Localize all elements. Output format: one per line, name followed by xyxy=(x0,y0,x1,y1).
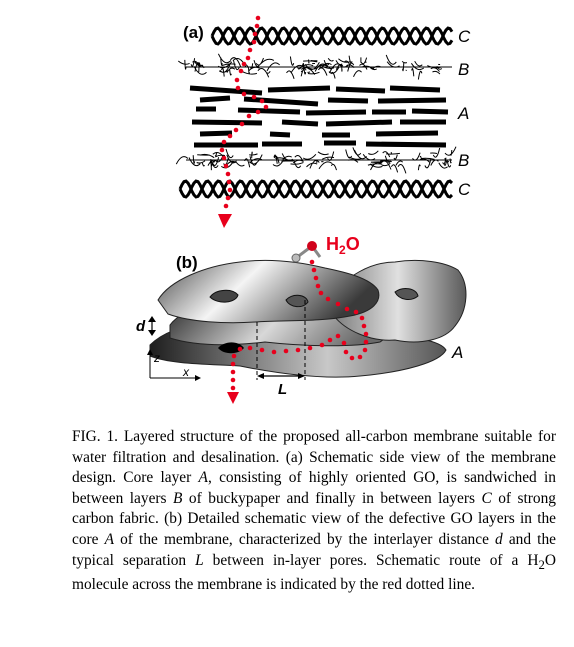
layer-label-a: A xyxy=(457,104,469,123)
interlayer-distance-marker xyxy=(148,316,156,336)
layer-label-b-bottom: B xyxy=(458,151,469,170)
water-route-a xyxy=(219,15,269,209)
panel-a-label: (a) xyxy=(183,23,204,42)
graphene-oxide-core-layer xyxy=(189,85,449,148)
pore xyxy=(285,294,309,308)
pore xyxy=(218,342,244,354)
buckypaper-layer-top xyxy=(177,53,452,80)
dimension-l-label: L xyxy=(278,381,287,398)
layer-label-a-panel-b: A xyxy=(451,343,463,362)
dimension-d-label: d xyxy=(136,318,146,335)
axis-x-label: x xyxy=(182,365,190,379)
axes-icon xyxy=(147,349,201,381)
pore xyxy=(209,289,239,303)
route-a-arrowhead xyxy=(218,214,232,228)
layer-label-c-top: C xyxy=(458,27,471,46)
panel-b-label: (b) xyxy=(176,253,198,272)
go-sheets-stack xyxy=(149,259,467,378)
h2o-label: H2O xyxy=(326,234,360,257)
figure-1: (a) C B A B C (b) H2O xyxy=(136,15,471,404)
buckypaper-layer-bottom xyxy=(175,146,457,174)
layer-label-b-top: B xyxy=(458,60,469,79)
carbon-fabric-layer-bottom xyxy=(178,179,454,199)
layer-label-c-bottom: C xyxy=(458,180,471,199)
figure-caption: FIG. 1. Layered structure of the propose… xyxy=(72,428,556,594)
water-molecule-icon xyxy=(291,241,322,263)
water-route-b xyxy=(230,259,369,391)
axis-z-label: z xyxy=(153,351,160,365)
route-b-arrowhead xyxy=(227,392,239,404)
pore-separation-guides xyxy=(256,300,306,380)
carbon-fabric-layer-top xyxy=(210,26,454,46)
pore xyxy=(394,288,419,300)
caption-fig-label: FIG. 1. xyxy=(72,428,119,445)
